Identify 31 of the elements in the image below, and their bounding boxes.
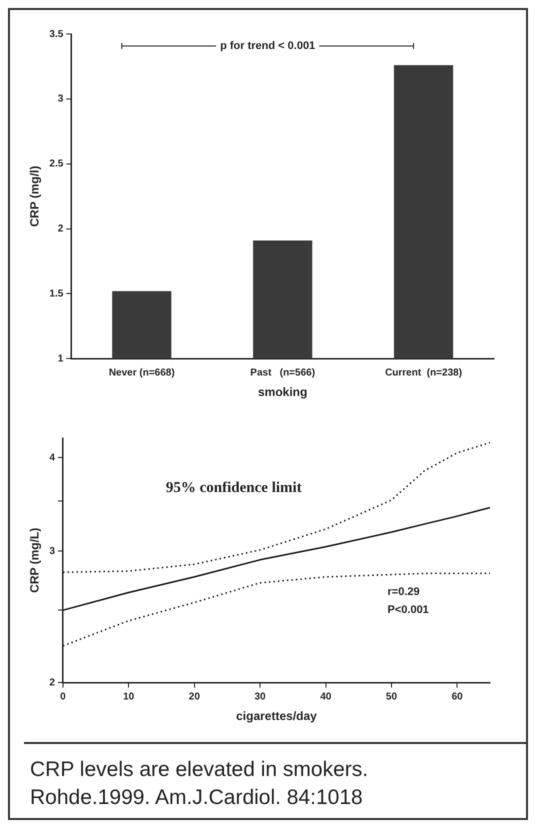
x-axis-title: smoking (258, 385, 308, 400)
x-axis-title: cigarettes/day (236, 709, 318, 724)
text: CRP levels are elevated in smokers. (30, 757, 370, 783)
x-tick-label: 50 (386, 691, 398, 702)
y-tick-label: 2 (49, 677, 56, 688)
y-tick-label: 2.5 (49, 158, 64, 170)
x-tick-label: 20 (188, 691, 200, 702)
x-tick-label: 10 (123, 691, 135, 702)
y-axis-title: CRP (mg/L) (28, 528, 42, 593)
annotation: 95% confidence limit (166, 480, 302, 496)
x-tick-label: 40 (320, 691, 332, 702)
y-tick-label: 3 (58, 94, 64, 105)
x-tick-label: Current (n=238) (385, 367, 462, 378)
annotation: r=0.29 (388, 586, 420, 598)
y-tick-label: 1 (58, 353, 64, 364)
y-tick-label: 3 (49, 546, 56, 557)
x-tick-label: Never (n=668) (108, 367, 175, 378)
text: Rohde.1999. Am.J.Cardiol. 84:1018 (30, 785, 364, 811)
line-series (62, 572, 490, 647)
annotation: p for trend < 0.001 (220, 40, 316, 52)
x-tick-label: 30 (254, 691, 266, 702)
y-tick-label: 3.5 (49, 28, 64, 40)
y-tick-label: 2 (58, 224, 64, 235)
y-tick-label: 4 (49, 452, 56, 464)
y-tick-label: 1.5 (49, 288, 64, 300)
line-series (62, 442, 490, 574)
annotation: P<0.001 (388, 604, 429, 616)
x-tick-label: 60 (452, 691, 464, 702)
x-tick-label: Past (n=566) (250, 367, 316, 378)
x-tick-label: 0 (60, 691, 66, 702)
y-axis-title: CRP (mg/l) (28, 166, 42, 227)
